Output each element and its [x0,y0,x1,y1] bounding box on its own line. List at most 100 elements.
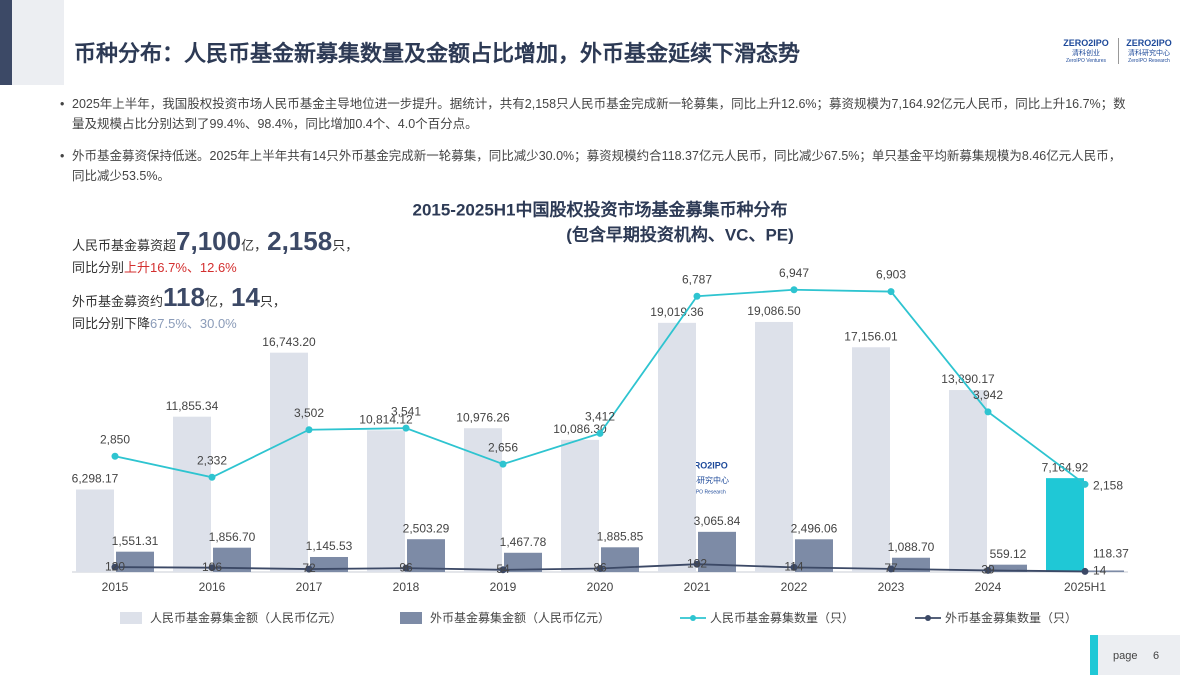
data-label: 13,890.17 [941,372,995,386]
legend-swatch [400,612,422,624]
callout-text: 同比分别下降 [72,316,151,331]
point [305,426,313,434]
data-label: 19,086.50 [747,304,801,318]
data-label: 10,814.12 [359,413,413,427]
point [984,566,992,574]
data-label: 39 [981,563,995,577]
logo: ZERO2IPO 清科创业 ZeroIPO Ventures [1063,38,1109,64]
data-label: 192 [687,556,707,570]
legend-label: 人民币基金募集金额（人民币亿元） [150,610,342,625]
page-box [1098,635,1180,675]
x-tick-label: 2023 [878,580,905,594]
data-label: 3,541 [391,404,421,418]
page-label: page [1113,650,1137,662]
x-tick-label: 2024 [975,580,1002,594]
x-tick-label: 2016 [199,580,226,594]
callout-text: 亿， [241,238,268,253]
bar [989,564,1027,572]
point [790,563,798,571]
data-label: 3,412 [585,410,615,424]
title-bar [0,0,12,85]
data-label: 2,496.06 [791,521,838,535]
data-label: 2,850 [100,432,130,446]
callout-text: 同比分别 [72,260,125,275]
x-tick-label: 2018 [393,580,420,594]
callout-text: 人民币基金募资超 [72,238,177,253]
legend-swatch [120,612,142,624]
point [596,429,604,437]
legend-swatch [690,615,696,621]
legend-label: 外币基金募集金额（人民币亿元） [430,610,610,625]
data-label: 6,947 [779,266,809,280]
point [402,564,410,572]
legend-swatch [925,615,931,621]
title-box [12,0,64,85]
data-label: 6,903 [876,268,906,282]
data-label: 1,885.85 [597,529,644,543]
data-label: 14 [1093,564,1107,578]
data-label: 6,787 [682,272,712,286]
bar [561,439,599,572]
data-label: 1,088.70 [888,540,935,554]
point [208,564,216,572]
callout-number: 118 [163,282,205,312]
callout: 人民币基金募资超7,100亿，2,158只， 同比分别上升16.7%、12.6% [72,226,358,276]
callout-number: 14 [230,282,260,312]
point [1081,480,1089,488]
data-label: 2,503.29 [403,521,450,535]
data-label: 86 [593,561,607,575]
data-label: 17,156.01 [844,329,898,343]
callout-text: 只， [259,294,286,309]
data-label: 3,065.84 [694,514,741,528]
data-label: 6,298.17 [72,472,119,486]
data-label: 2,332 [197,453,227,467]
data-label: 16,743.20 [262,335,316,349]
legend-label: 人民币基金募集数量（只） [710,610,854,625]
x-tick-label: 2022 [781,580,808,594]
point [693,292,701,300]
data-label: 1,467.78 [500,535,547,549]
point [402,424,410,432]
point [984,408,992,416]
bar [504,552,542,572]
callout-text: 亿， [204,294,231,309]
bullet: 外币基金募资保持低迷。2025年上半年共有14只外币基金完成新一轮募集，同比减少… [60,146,1132,186]
data-label: 11,855.34 [166,399,219,413]
bar [367,430,405,572]
point [693,560,701,568]
data-label: 7,164.92 [1042,460,1089,474]
slide-title: 币种分布：人民币基金新募集数量及金额占比增加，外币基金延续下滑态势 [74,41,801,66]
data-label: 2,656 [488,440,518,454]
data-label: 118.37 [1093,547,1129,561]
data-label: 1,551.31 [112,534,159,548]
data-label: 120 [105,559,125,573]
point [305,565,313,573]
callout-number: 2,158 [267,226,333,256]
line [114,288,1086,486]
watermark: ZeroIPO Research [684,489,726,495]
point [111,563,119,571]
data-label: 10,086.30 [553,422,607,436]
data-label: 54 [496,562,510,576]
data-label: 106 [202,560,222,574]
point [1081,567,1089,575]
data-label: 19,019.36 [650,305,704,319]
data-label: 1,856.70 [209,530,256,544]
bar [1086,570,1124,572]
chart-subtitle: (包含早期投资机构、VC、PE) [566,224,794,244]
bar [173,416,211,572]
chart-title: 2015-2025H1中国股权投资市场基金募集币种分布 [412,199,787,219]
data-label: 72 [302,561,316,575]
page-number: 6 [1153,650,1159,662]
bar [795,539,833,572]
point [790,286,798,294]
bar [658,322,696,572]
data-label: 3,942 [973,388,1003,402]
x-tick-label: 2020 [587,580,614,594]
callout: 外币基金募资约118亿，14只， 同比分别下降67.5%、30.0% [72,282,286,332]
bar [852,347,890,572]
point [111,452,119,460]
logo: ZERO2IPO 清科研究中心 ZeroIPO Research [1118,38,1179,64]
bar [949,390,987,572]
